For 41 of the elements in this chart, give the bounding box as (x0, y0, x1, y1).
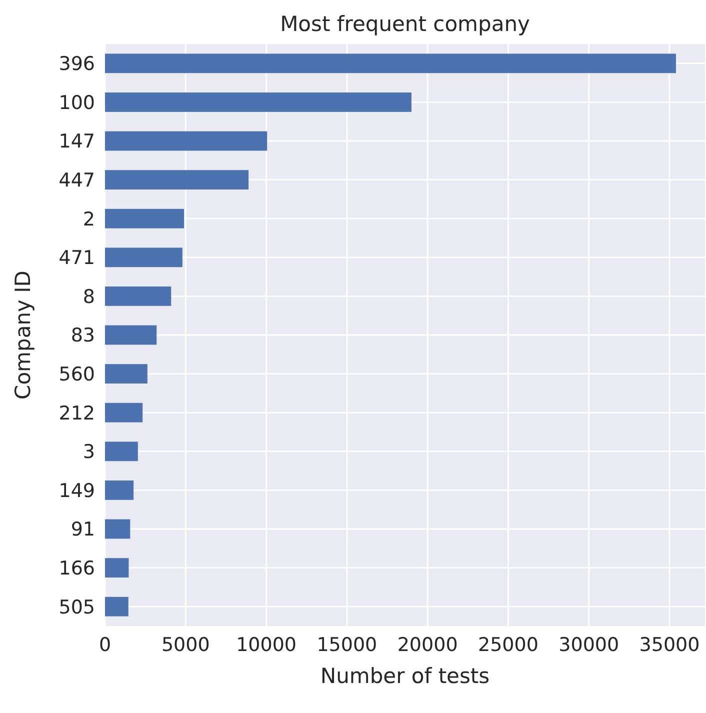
x-tick-label: 0 (98, 634, 112, 656)
y-tick-label: 147 (58, 130, 95, 153)
bar (105, 558, 129, 578)
bar (105, 92, 412, 112)
x-tick-label: 10000 (236, 634, 297, 656)
bar (105, 480, 134, 500)
x-tick-label: 25000 (478, 634, 538, 656)
bar (105, 364, 148, 384)
chart-title: Most frequent company (280, 12, 530, 36)
y-tick-label: 212 (58, 402, 95, 424)
bar (105, 248, 182, 268)
y-tick-label: 560 (58, 363, 95, 386)
y-tick-label: 166 (58, 557, 95, 580)
y-tick-label: 2 (82, 208, 95, 230)
x-tick-label: 20000 (397, 634, 458, 656)
bar (105, 596, 128, 616)
bar (105, 286, 172, 306)
y-tick-label: 505 (58, 596, 95, 618)
bar (105, 519, 130, 539)
y-tick-label: 83 (70, 324, 95, 347)
x-tick-label: 35000 (639, 634, 700, 656)
bar (105, 54, 676, 74)
y-tick-label: 100 (58, 92, 95, 114)
y-tick-label: 396 (58, 53, 95, 76)
y-tick-label: 471 (58, 247, 95, 270)
bar (105, 442, 138, 462)
y-tick-label: 149 (58, 480, 95, 502)
y-tick-label: 8 (82, 286, 95, 308)
x-tick-label: 15000 (316, 634, 378, 656)
y-tick-label: 447 (58, 169, 95, 192)
bar (105, 170, 249, 190)
bar (105, 325, 157, 345)
x-tick-label: 30000 (558, 634, 620, 656)
x-axis-title: Number of tests (320, 664, 490, 688)
y-tick-label: 91 (70, 518, 95, 541)
y-axis-title: Company ID (11, 270, 35, 400)
y-tick-label: 3 (82, 441, 95, 464)
bar (105, 208, 184, 228)
x-tick-label: 5000 (161, 634, 210, 656)
bar (105, 131, 268, 151)
bar (105, 402, 143, 422)
